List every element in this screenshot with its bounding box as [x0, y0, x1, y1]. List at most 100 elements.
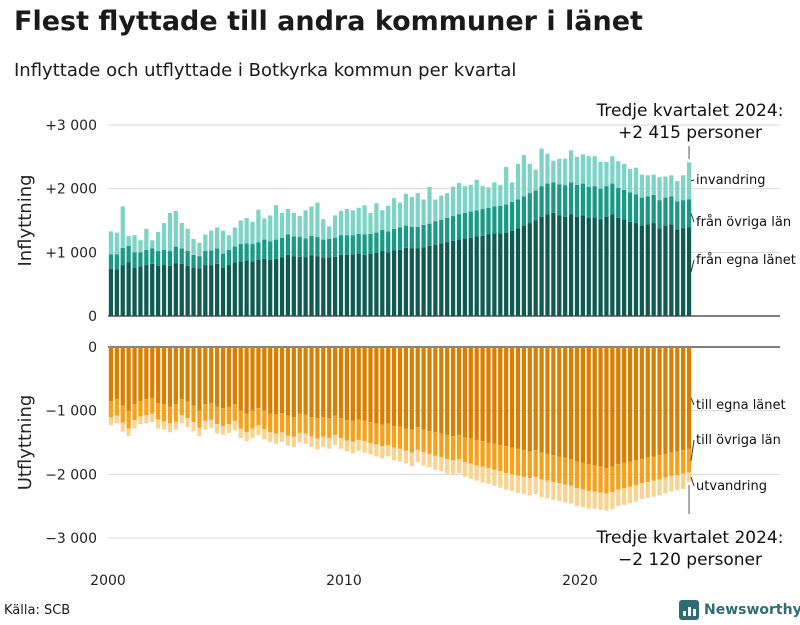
bar-in-från-övriga-län — [391, 228, 397, 251]
bar-out-till-egna-länet — [462, 347, 468, 438]
bar-out-utvandring — [675, 474, 680, 491]
bar-out-till-övriga-län — [191, 405, 196, 423]
bar-out-till-övriga-län — [297, 413, 302, 433]
bar-in-från-övriga-län — [657, 200, 662, 229]
bar-out-till-övriga-län — [586, 464, 591, 491]
bar-out-till-egna-länet — [279, 347, 285, 414]
bar-in-från-egna-länet — [627, 221, 633, 316]
bar-out-till-övriga-län — [250, 410, 255, 429]
bar-out-till-övriga-län — [185, 401, 190, 419]
bar-in-från-egna-länet — [574, 216, 580, 316]
bar-out-till-övriga-län — [545, 453, 550, 481]
bar-out-utvandring — [527, 478, 532, 496]
bar-out-till-egna-länet — [368, 347, 373, 423]
bar-in-invandring — [616, 161, 621, 189]
bar-in-från-övriga-län — [403, 225, 409, 248]
bar-out-till-egna-länet — [386, 347, 391, 424]
bar-out-utvandring — [344, 440, 350, 452]
bar-in-invandring — [627, 168, 633, 193]
bar-out-till-egna-länet — [421, 347, 426, 430]
bar-out-till-övriga-län — [156, 403, 161, 420]
bar-out-utvandring — [539, 479, 544, 498]
bar-out-till-övriga-län — [344, 420, 350, 441]
bar-out-till-egna-länet — [173, 347, 178, 405]
bar-in-invandring — [391, 198, 397, 229]
bar-in-från-egna-länet — [651, 223, 656, 316]
bar-out-utvandring — [386, 445, 391, 457]
bar-in-invandring — [421, 199, 426, 225]
bar-in-från-egna-länet — [545, 214, 550, 316]
bar-out-utvandring — [645, 481, 650, 498]
bar-out-till-egna-länet — [427, 347, 432, 432]
bar-out-till-övriga-län — [610, 466, 615, 493]
bar-in-från-övriga-län — [321, 239, 326, 259]
bar-out-utvandring — [421, 452, 426, 466]
bar-out-utvandring — [509, 474, 515, 491]
bar-in-från-övriga-län — [350, 235, 355, 255]
bar-out-till-egna-länet — [616, 347, 621, 465]
x-tick-label: 2000 — [90, 573, 126, 589]
bar-in-från-övriga-län — [498, 205, 503, 234]
bar-out-till-egna-länet — [303, 347, 308, 415]
bar-in-invandring — [380, 210, 385, 231]
annotation-in-line2: +2 415 personer — [618, 123, 762, 143]
bar-out-till-egna-länet — [291, 347, 296, 418]
bar-in-från-egna-länet — [604, 216, 609, 316]
bar-out-till-egna-länet — [332, 347, 338, 416]
bar-in-från-egna-länet — [226, 265, 232, 316]
bar-in-från-övriga-län — [557, 184, 562, 216]
bar-out-utvandring — [563, 484, 568, 503]
bar-out-utvandring — [338, 438, 344, 449]
bar-in-från-egna-länet — [415, 248, 420, 316]
annotation-in-line1: Tredje kvartalet 2024: — [596, 101, 784, 121]
bar-in-invandring — [633, 167, 639, 195]
bar-in-invandring — [586, 156, 591, 187]
bar-in-invandring — [462, 186, 468, 213]
bar-out-utvandring — [114, 415, 119, 424]
bar-out-till-övriga-län — [256, 408, 261, 426]
bar-out-till-övriga-län — [651, 456, 656, 481]
bar-in-från-övriga-län — [274, 239, 279, 259]
bar-out-till-övriga-län — [409, 429, 414, 453]
bar-out-till-övriga-län — [220, 408, 226, 426]
bar-in-från-övriga-län — [651, 195, 656, 224]
bar-out-till-övriga-län — [150, 397, 155, 414]
bar-out-till-egna-länet — [344, 347, 350, 421]
bar-out-utvandring — [250, 428, 255, 439]
bar-in-från-egna-länet — [144, 265, 149, 316]
bar-in-invandring — [344, 209, 350, 236]
bar-in-från-egna-länet — [669, 224, 674, 316]
bar-out-utvandring — [291, 436, 296, 447]
bar-out-utvandring — [651, 480, 656, 497]
bar-out-till-övriga-län — [663, 453, 668, 478]
bar-out-till-övriga-län — [356, 419, 361, 440]
bar-in-invandring — [179, 223, 184, 249]
bar-in-från-egna-länet — [303, 257, 308, 316]
bar-in-från-övriga-län — [250, 244, 255, 262]
bar-in-från-egna-länet — [492, 233, 497, 316]
bar-in-invandring — [161, 223, 167, 250]
bar-out-till-övriga-län — [391, 425, 397, 448]
bar-out-till-övriga-län — [132, 404, 137, 421]
bar-in-invandring — [126, 235, 131, 246]
bar-out-till-övriga-län — [226, 406, 232, 425]
bar-out-till-övriga-län — [639, 459, 644, 484]
bar-in-från-egna-länet — [409, 248, 414, 316]
bar-in-från-övriga-län — [580, 183, 585, 216]
bar-out-till-egna-länet — [592, 347, 597, 466]
bar-out-utvandring — [203, 420, 208, 430]
bar-out-till-egna-länet — [309, 347, 314, 418]
bar-out-till-egna-länet — [144, 347, 149, 400]
bar-in-från-egna-länet — [675, 229, 680, 316]
bar-in-invandring — [309, 206, 314, 236]
bar-in-från-övriga-län — [539, 186, 544, 217]
bar-out-utvandring — [297, 432, 302, 443]
bar-in-invandring — [480, 186, 485, 210]
bar-out-till-egna-länet — [539, 347, 544, 453]
bar-in-invandring — [209, 230, 214, 251]
bar-out-till-övriga-län — [474, 439, 479, 466]
bar-out-utvandring — [138, 416, 143, 425]
bar-out-utvandring — [427, 453, 432, 468]
bar-in-från-övriga-län — [338, 235, 344, 255]
bar-out-utvandring — [445, 459, 450, 474]
